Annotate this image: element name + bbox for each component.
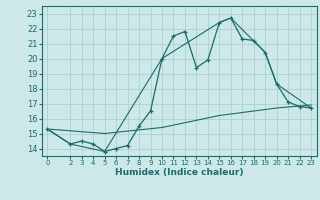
X-axis label: Humidex (Indice chaleur): Humidex (Indice chaleur) — [115, 168, 244, 177]
